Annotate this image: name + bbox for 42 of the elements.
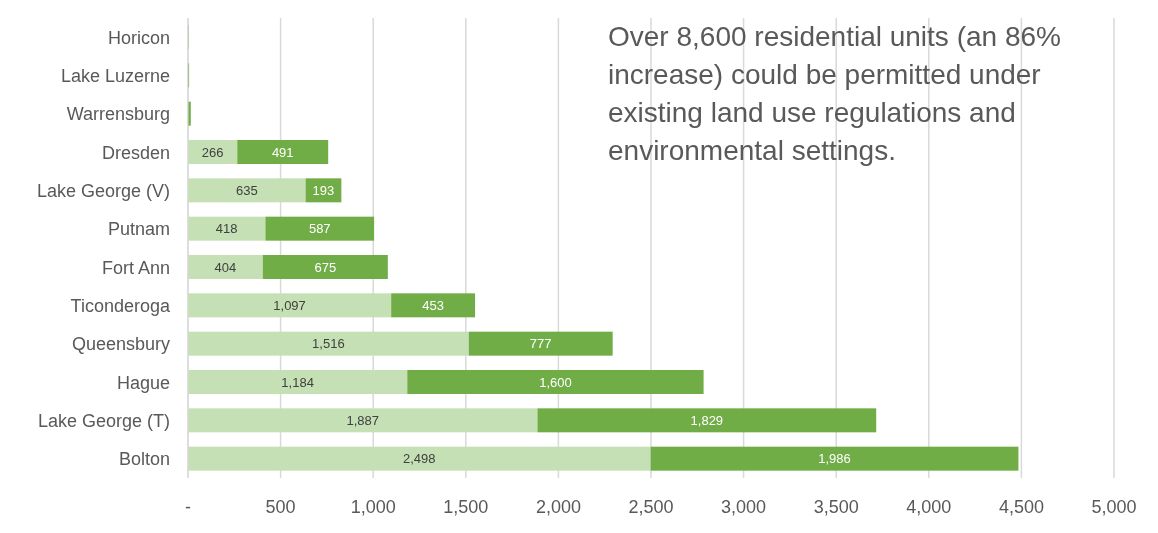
y-tick-label: Lake George (V)	[36, 180, 170, 201]
data-label: 404	[214, 259, 237, 275]
data-label: 1,600	[539, 374, 572, 390]
data-label: 1,184	[281, 374, 314, 390]
data-label: 266	[201, 144, 224, 160]
data-label: 1,887	[346, 412, 380, 428]
x-tick-label: 2,000	[535, 496, 581, 517]
y-tick-label: Warrensburg	[66, 104, 170, 125]
data-label: 2,498	[403, 451, 436, 467]
x-tick-label: 4,000	[906, 496, 952, 517]
x-tick-label: 1,000	[350, 496, 396, 517]
y-tick-label: Horicon	[107, 27, 170, 48]
y-tick-label: Lake Luzerne	[60, 65, 170, 86]
data-label: 675	[314, 259, 337, 275]
data-label: 418	[215, 221, 238, 237]
data-label: 193	[312, 182, 335, 198]
data-label: 453	[422, 297, 444, 313]
x-tick-label: 1,500	[443, 496, 489, 517]
x-tick-label: 2,500	[628, 496, 674, 517]
y-tick-label: Fort Ann	[101, 257, 170, 278]
y-tick-label: Dresden	[101, 142, 170, 163]
data-label: 635	[235, 182, 258, 198]
data-label: 1,829	[690, 412, 724, 428]
y-tick-label: Bolton	[118, 449, 170, 470]
x-tick-label: 3,500	[813, 496, 859, 517]
y-tick-label: Hague	[116, 372, 170, 393]
y-tick-label: Ticonderoga	[70, 295, 171, 316]
data-label: 1,097	[273, 297, 306, 313]
data-label: 1,516	[312, 336, 345, 352]
data-label: 777	[529, 336, 552, 352]
y-tick-label: Lake George (T)	[37, 410, 170, 431]
x-tick-label: 500	[265, 496, 296, 517]
x-tick-label: 5,000	[1091, 496, 1137, 517]
x-tick-label: -	[185, 496, 191, 517]
y-tick-label: Queensbury	[71, 334, 170, 355]
data-label: 587	[308, 221, 331, 237]
y-tick-label: Putnam	[107, 219, 170, 240]
x-tick-label: 3,000	[721, 496, 767, 517]
annotation: Over 8,600 residential units (an 86% increase) could be permitted under existing land use regulations and environmental settings.	[608, 20, 1062, 168]
data-label: 491	[271, 144, 294, 160]
data-label: 1,986	[818, 451, 851, 467]
x-tick-label: 4,500	[998, 496, 1044, 517]
